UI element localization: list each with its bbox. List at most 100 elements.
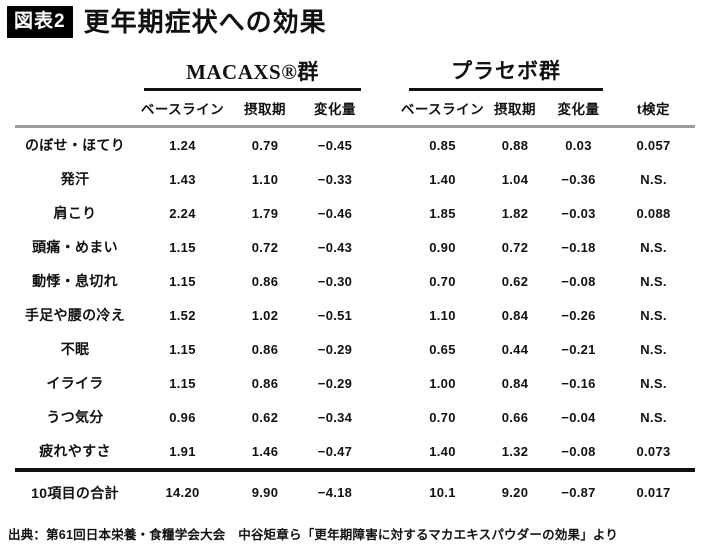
row-label: 頭痛・めまい: [32, 239, 118, 256]
cell-value: 14.20: [165, 485, 200, 501]
cell-value: 0.86: [251, 375, 279, 391]
cell-value: −0.29: [317, 375, 353, 391]
table-row: イライラ 1.15 0.86 −0.29 1.00 0.84 −0.16 N.S.: [15, 366, 695, 400]
group-header-row: MACAXS®群 プラセボ群: [15, 59, 695, 92]
cell-value: 1.91: [169, 443, 196, 459]
row-label: 10項目の合計: [31, 484, 119, 501]
table-row: のぼせ・ほてり 1.24 0.79 −0.45 0.85 0.88 0.03 0.057: [15, 128, 695, 162]
cell-value: −0.46: [317, 205, 353, 221]
column-header-ttest: t検定: [637, 102, 670, 118]
row-label: イライラ: [46, 375, 104, 392]
column-header-row: ベースライン 摂取期 変化量 ベースライン 摂取期 変化量 t検定: [15, 91, 695, 125]
cell-value: 1.00: [429, 375, 456, 391]
table-row: 肩こり 2.24 1.79 −0.46 1.85 1.82 −0.03 0.088: [15, 196, 695, 230]
cell-value: 0.088: [636, 205, 671, 221]
cell-value: 1.32: [501, 443, 529, 459]
cell-value: 1.10: [429, 307, 456, 323]
effects-table: MACAXS®群 プラセボ群 ベースライン 摂取期 変化量 ベースライン 摂取期…: [15, 59, 695, 514]
cell-value: 0.44: [501, 341, 529, 357]
cell-value: 1.82: [501, 205, 529, 221]
table-row: 疲れやすさ 1.91 1.46 −0.47 1.40 1.32 −0.08 0.073: [15, 434, 695, 468]
total-separator-rule: [15, 468, 695, 472]
cell-value: 1.04: [501, 171, 529, 187]
cell-value: −0.36: [561, 171, 596, 187]
cell-value: 0.62: [251, 409, 279, 425]
cell-value: −0.16: [561, 375, 596, 391]
title-row: 図表2 更年期症状への効果: [0, 0, 710, 38]
cell-value: N.S.: [640, 375, 667, 391]
cell-value: −0.29: [317, 341, 353, 357]
cell-value: 0.90: [429, 239, 456, 255]
cell-value: 1.15: [169, 273, 196, 289]
cell-value: N.S.: [640, 273, 667, 289]
table-row: 発汗 1.43 1.10 −0.33 1.40 1.04 −0.36 N.S.: [15, 162, 695, 196]
cell-value: −0.03: [561, 205, 596, 221]
group-header-macaxs: MACAXS®群: [144, 59, 361, 92]
cell-value: −0.33: [317, 171, 353, 187]
table-row: 不眠 1.15 0.86 −0.29 0.65 0.44 −0.21 N.S.: [15, 332, 695, 366]
cell-value: −0.08: [561, 273, 596, 289]
cell-value: N.S.: [640, 307, 667, 323]
cell-value: 1.52: [169, 307, 196, 323]
cell-value: 0.62: [501, 273, 529, 289]
column-header-baseline-macaxs: ベースライン: [140, 102, 225, 118]
table-total-section: 10項目の合計 14.20 9.90 −4.18 10.1 9.20 −0.87 0.017: [15, 472, 695, 514]
cell-value: −0.30: [317, 273, 353, 289]
cell-value: −0.45: [317, 137, 353, 153]
column-header-change-macaxs: 変化量: [314, 102, 356, 118]
cell-value: −4.18: [317, 485, 353, 501]
cell-value: 1.40: [429, 443, 456, 459]
cell-value: N.S.: [640, 239, 667, 255]
cell-value: 0.72: [501, 239, 529, 255]
table-row: 手足や腰の冷え 1.52 1.02 −0.51 1.10 0.84 −0.26 N.S.: [15, 298, 695, 332]
cell-value: N.S.: [640, 171, 667, 187]
cell-value: 0.073: [636, 443, 671, 459]
cell-value: 0.65: [429, 341, 456, 357]
cell-value: 0.86: [251, 341, 279, 357]
cell-value: 0.88: [501, 137, 529, 153]
cell-value: 0.70: [429, 273, 456, 289]
cell-value: 10.1: [429, 485, 456, 501]
cell-value: 1.15: [169, 341, 196, 357]
table-row: 頭痛・めまい 1.15 0.72 −0.43 0.90 0.72 −0.18 N.S.: [15, 230, 695, 264]
cell-value: 0.03: [565, 137, 592, 153]
cell-value: 0.66: [501, 409, 529, 425]
cell-value: 1.10: [251, 171, 279, 187]
cell-value: N.S.: [640, 409, 667, 425]
cell-value: 1.46: [251, 443, 279, 459]
cell-value: −0.08: [561, 443, 596, 459]
cell-value: −0.87: [561, 485, 596, 501]
total-row: 10項目の合計 14.20 9.90 −4.18 10.1 9.20 −0.87 0.017: [15, 472, 695, 514]
cell-value: 0.85: [429, 137, 456, 153]
column-header-baseline-placebo: ベースライン: [400, 102, 485, 118]
row-label: うつ気分: [46, 409, 104, 426]
cell-value: −0.26: [561, 307, 596, 323]
row-label: 不眠: [60, 341, 90, 358]
row-label: 肩こり: [53, 205, 97, 222]
cell-value: 0.79: [251, 137, 279, 153]
cell-value: 9.90: [251, 485, 279, 501]
column-header-intake-macaxs: 摂取期: [244, 102, 286, 118]
cell-value: 0.96: [169, 409, 196, 425]
cell-value: −0.04: [561, 409, 596, 425]
cell-value: 2.24: [169, 205, 196, 221]
cell-value: 0.84: [501, 307, 529, 323]
cell-value: 1.79: [251, 205, 279, 221]
cell-value: 0.86: [251, 273, 279, 289]
group-header-placebo: プラセボ群: [409, 59, 603, 92]
source-note: 出典：第61回日本栄養・食糧学会大会 中谷矩章ら「更年期障害に対するマカエキスパ…: [8, 528, 619, 542]
row-label: 発汗: [60, 171, 90, 188]
table-row: 動悸・息切れ 1.15 0.86 −0.30 0.70 0.62 −0.08 N.S.: [15, 264, 695, 298]
cell-value: 0.84: [501, 375, 529, 391]
cell-value: 1.02: [251, 307, 279, 323]
cell-value: −0.21: [561, 341, 596, 357]
column-header-change-placebo: 変化量: [557, 102, 600, 118]
cell-value: −0.18: [561, 239, 596, 255]
table-row: うつ気分 0.96 0.62 −0.34 0.70 0.66 −0.04 N.S.: [15, 400, 695, 434]
header-separator-rule: [15, 125, 695, 129]
row-label: のぼせ・ほてり: [24, 137, 126, 154]
page-title: 更年期症状への効果: [83, 7, 327, 37]
table-body: のぼせ・ほてり 1.24 0.79 −0.45 0.85 0.88 0.03 0.057 発汗 1…: [15, 128, 695, 468]
row-label: 動悸・息切れ: [32, 273, 118, 290]
